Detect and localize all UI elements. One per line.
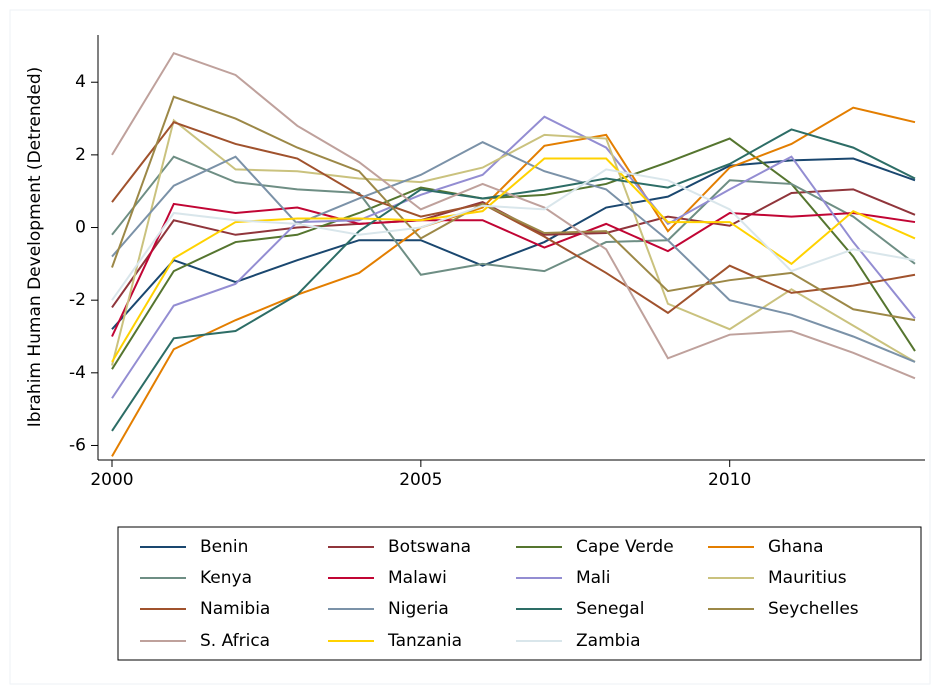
series-line [111, 51, 916, 380]
legend-label: Ghana [768, 537, 824, 557]
legend-label: Kenya [200, 568, 252, 588]
series-line [111, 106, 916, 457]
legend-label: Benin [200, 537, 248, 557]
legend-label: Seychelles [768, 599, 859, 619]
x-tick-label: 2010 [708, 470, 751, 490]
series-line [111, 115, 916, 399]
y-tick-label: -4 [69, 363, 86, 383]
legend-label: Tanzania [387, 631, 462, 651]
legend-label: Nigeria [388, 599, 449, 619]
series-line [111, 128, 916, 432]
legend-label: Senegal [576, 599, 644, 619]
y-tick-label: -6 [69, 435, 86, 455]
y-axis-title: Ibrahim Human Development (Detrended) [25, 67, 45, 428]
y-tick-label: 4 [75, 72, 86, 92]
legend-label: Zambia [576, 631, 641, 651]
series-line [111, 155, 916, 276]
legend-label: S. Africa [200, 631, 270, 651]
series-line [111, 118, 916, 366]
legend-label: Mali [576, 568, 611, 588]
y-tick-label: 0 [75, 218, 86, 238]
y-tick-label: 2 [75, 145, 86, 165]
series-line [111, 168, 916, 301]
legend-label: Namibia [200, 599, 270, 619]
legend-label: Botswana [388, 537, 471, 557]
series-line [111, 202, 916, 337]
y-tick-label: -2 [69, 290, 86, 310]
series-line [111, 141, 916, 363]
legend-label: Mauritius [768, 568, 847, 588]
x-tick-label: 2000 [90, 470, 133, 490]
legend-label: Cape Verde [576, 537, 674, 557]
series-line [111, 120, 916, 315]
legend-box [117, 526, 922, 661]
x-tick-label: 2005 [399, 470, 442, 490]
legend-label: Malawi [388, 568, 447, 588]
series-line [111, 95, 916, 322]
